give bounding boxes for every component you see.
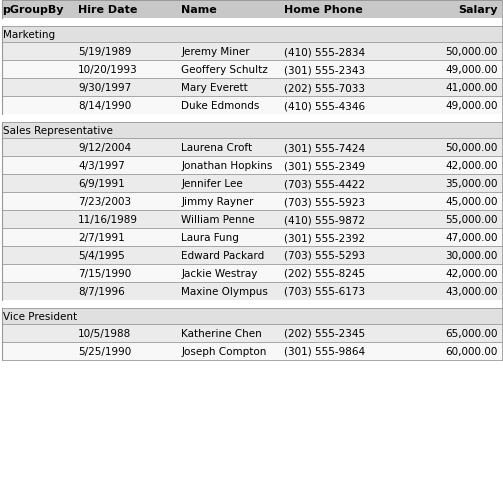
Bar (2, 61, 502, 79)
Text: Edward Packard: Edward Packard (181, 251, 265, 260)
Text: Joseph Compton: Joseph Compton (181, 346, 267, 356)
Text: 35,000.00: 35,000.00 (446, 179, 498, 189)
Text: 8/14/1990: 8/14/1990 (78, 101, 131, 111)
Text: Katherine Chen: Katherine Chen (181, 328, 262, 338)
Text: 50,000.00: 50,000.00 (446, 143, 498, 152)
Bar (2, 324, 502, 342)
Text: 42,000.00: 42,000.00 (446, 161, 498, 171)
Text: pGroupBy: pGroupBy (3, 5, 64, 15)
Text: Jackie Westray: Jackie Westray (181, 269, 258, 278)
Text: Marketing: Marketing (3, 30, 55, 40)
Text: Name: Name (181, 5, 217, 15)
Text: 10/5/1988: 10/5/1988 (78, 328, 131, 338)
Text: 55,000.00: 55,000.00 (446, 214, 498, 225)
Text: Hire Date: Hire Date (78, 5, 137, 15)
Text: (703) 555-5923: (703) 555-5923 (284, 197, 365, 207)
Text: 4/3/1997: 4/3/1997 (78, 161, 125, 171)
Text: (703) 555-6173: (703) 555-6173 (284, 287, 365, 296)
Bar (2, 79, 502, 97)
Text: 10/20/1993: 10/20/1993 (78, 65, 138, 75)
Text: 43,000.00: 43,000.00 (446, 287, 498, 296)
Text: (410) 555-9872: (410) 555-9872 (284, 214, 365, 225)
Text: (301) 555-9864: (301) 555-9864 (284, 346, 365, 356)
Text: 11/16/1989: 11/16/1989 (78, 214, 138, 225)
Text: 9/12/2004: 9/12/2004 (78, 143, 131, 152)
Text: 49,000.00: 49,000.00 (446, 65, 498, 75)
Text: Laurena Croft: Laurena Croft (181, 143, 252, 152)
Bar (2, 246, 502, 264)
Text: (202) 555-2345: (202) 555-2345 (284, 328, 365, 338)
Text: 50,000.00: 50,000.00 (446, 47, 498, 57)
Text: Vice President: Vice President (3, 311, 76, 321)
Text: Mary Everett: Mary Everett (181, 83, 248, 93)
Text: (703) 555-5293: (703) 555-5293 (284, 251, 365, 260)
Text: 2/7/1991: 2/7/1991 (78, 232, 125, 242)
Text: (301) 555-2349: (301) 555-2349 (284, 161, 365, 171)
Text: Sales Representative: Sales Representative (3, 126, 112, 136)
Bar (2, 193, 502, 211)
Text: Jonathan Hopkins: Jonathan Hopkins (181, 161, 273, 171)
Text: Jennifer Lee: Jennifer Lee (181, 179, 243, 189)
Bar (2, 97, 502, 115)
Text: 47,000.00: 47,000.00 (446, 232, 498, 242)
Text: Maxine Olympus: Maxine Olympus (181, 287, 268, 296)
Text: (410) 555-4346: (410) 555-4346 (284, 101, 365, 111)
Text: Salary: Salary (458, 5, 498, 15)
Bar (2, 264, 502, 283)
Text: Laura Fung: Laura Fung (181, 232, 239, 242)
Text: (703) 555-4422: (703) 555-4422 (284, 179, 365, 189)
Text: (301) 555-7424: (301) 555-7424 (284, 143, 365, 152)
Text: 7/15/1990: 7/15/1990 (78, 269, 131, 278)
Bar (2, 342, 502, 360)
Text: Home Phone: Home Phone (284, 5, 363, 15)
Text: 41,000.00: 41,000.00 (446, 83, 498, 93)
Bar (2, 228, 502, 246)
Text: (202) 555-8245: (202) 555-8245 (284, 269, 365, 278)
Bar (2, 211, 502, 228)
Text: 65,000.00: 65,000.00 (446, 328, 498, 338)
Text: Duke Edmonds: Duke Edmonds (181, 101, 260, 111)
Text: 5/4/1995: 5/4/1995 (78, 251, 125, 260)
Bar (2, 308, 502, 324)
Bar (2, 157, 502, 175)
Bar (2, 139, 502, 157)
Text: William Penne: William Penne (181, 214, 255, 225)
Text: 42,000.00: 42,000.00 (446, 269, 498, 278)
Text: (410) 555-2834: (410) 555-2834 (284, 47, 365, 57)
Text: (202) 555-7033: (202) 555-7033 (284, 83, 365, 93)
Text: 8/7/1996: 8/7/1996 (78, 287, 125, 296)
Text: 9/30/1997: 9/30/1997 (78, 83, 131, 93)
Bar (2, 27, 502, 43)
Text: (301) 555-2392: (301) 555-2392 (284, 232, 365, 242)
Bar (2, 43, 502, 61)
Text: 7/23/2003: 7/23/2003 (78, 197, 131, 207)
Text: 49,000.00: 49,000.00 (446, 101, 498, 111)
Text: 5/19/1989: 5/19/1989 (78, 47, 131, 57)
Text: Jeremy Miner: Jeremy Miner (181, 47, 249, 57)
Bar (2, 123, 502, 139)
Text: 30,000.00: 30,000.00 (446, 251, 498, 260)
Text: 60,000.00: 60,000.00 (446, 346, 498, 356)
Text: Jimmy Rayner: Jimmy Rayner (181, 197, 254, 207)
Bar (2, 1, 502, 19)
Text: (301) 555-2343: (301) 555-2343 (284, 65, 365, 75)
Bar (2, 283, 502, 301)
Text: Geoffery Schultz: Geoffery Schultz (181, 65, 268, 75)
Text: 45,000.00: 45,000.00 (446, 197, 498, 207)
Bar (2, 175, 502, 193)
Text: 5/25/1990: 5/25/1990 (78, 346, 131, 356)
Text: 6/9/1991: 6/9/1991 (78, 179, 125, 189)
